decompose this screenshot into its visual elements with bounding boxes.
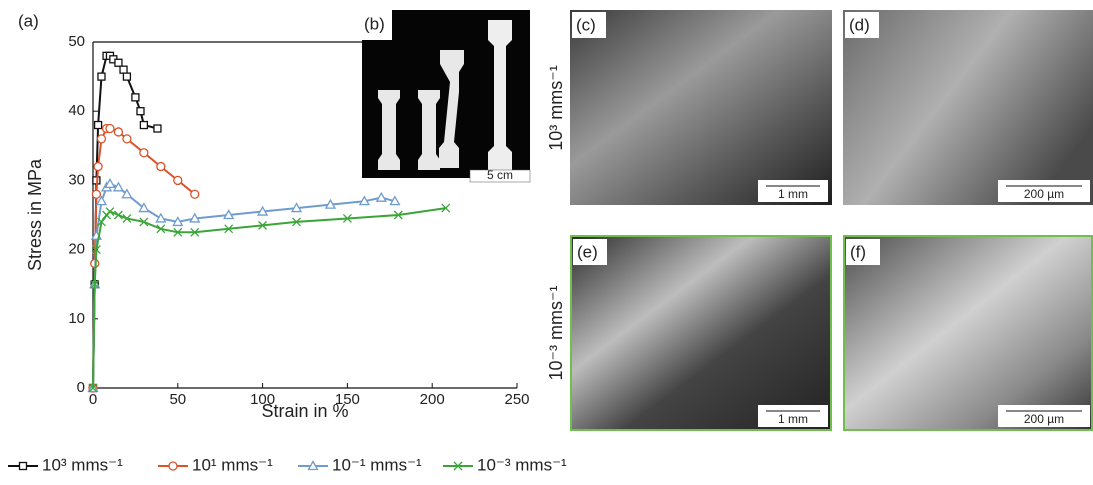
- marker: [156, 214, 165, 222]
- y-tick-label: 10: [68, 310, 85, 327]
- series: [89, 204, 450, 392]
- legend-label: 10¹ mms⁻¹: [192, 455, 273, 474]
- marker: [191, 190, 199, 198]
- sem-image: [843, 10, 1093, 205]
- panel-label: (f): [850, 242, 866, 261]
- series-line: [93, 129, 195, 389]
- marker: [123, 73, 130, 80]
- marker: [169, 462, 177, 470]
- panel-label: (b): [364, 14, 385, 33]
- legend-label: 10³ mms⁻¹: [42, 455, 123, 474]
- panel-label: (c): [576, 15, 596, 34]
- y-tick-label: 50: [68, 33, 85, 50]
- inset-photo: (b) 5 cm: [362, 10, 530, 182]
- marker: [95, 122, 102, 129]
- y-tick-label: 30: [68, 171, 85, 188]
- marker: [114, 128, 122, 136]
- series-line: [93, 208, 446, 388]
- figure: Strain in % Stress in MPa (a) 0501001502…: [0, 0, 1093, 485]
- marker: [123, 135, 131, 143]
- x-tick-label: 250: [504, 391, 529, 408]
- sem-image: [571, 236, 831, 430]
- marker: [174, 176, 182, 184]
- sem-images: (c) (d) (e) (f) 1 mm 200 µm 1 mm 200 µm …: [546, 10, 1093, 430]
- marker: [115, 59, 122, 66]
- marker: [140, 122, 147, 129]
- panel-label: (e): [577, 242, 598, 261]
- marker: [377, 193, 386, 201]
- marker: [97, 135, 105, 143]
- series: [89, 179, 400, 391]
- marker: [154, 125, 161, 132]
- y-axis-title: Stress in MPa: [25, 158, 45, 271]
- x-tick-label: 200: [420, 391, 445, 408]
- y-tick-label: 0: [77, 379, 85, 396]
- marker: [120, 66, 127, 73]
- scale-label: 200 µm: [1024, 187, 1064, 201]
- x-tick-label: 150: [335, 391, 360, 408]
- x-tick-label: 50: [169, 391, 186, 408]
- marker: [132, 94, 139, 101]
- marker: [114, 211, 122, 219]
- marker: [20, 463, 27, 470]
- marker: [92, 190, 100, 198]
- y-tick-label: 40: [68, 102, 85, 119]
- marker: [157, 163, 165, 171]
- marker: [140, 149, 148, 157]
- scale-label: 1 mm: [778, 187, 808, 201]
- marker: [106, 208, 114, 216]
- sem-image: [570, 10, 832, 205]
- legend-label: 10⁻¹ mms⁻¹: [332, 455, 422, 474]
- scale-label: 1 mm: [778, 412, 808, 426]
- legend: 10³ mms⁻¹ 10¹ mms⁻¹ 10⁻¹ mms⁻¹ 10⁻³ mms⁻¹: [8, 455, 567, 474]
- marker: [137, 108, 144, 115]
- panel-label: (d): [849, 15, 870, 34]
- panel-label: (a): [18, 11, 39, 30]
- x-tick-label: 100: [250, 391, 275, 408]
- marker: [106, 125, 114, 133]
- series-line: [93, 184, 395, 388]
- scale-label: 5 cm: [487, 168, 513, 182]
- series: [90, 52, 161, 391]
- x-tick-label: 0: [89, 391, 97, 408]
- row-label: 10⁻³ mms⁻¹: [546, 285, 566, 380]
- marker: [94, 163, 102, 171]
- y-tick-label: 20: [68, 241, 85, 258]
- sem-image: [844, 236, 1092, 430]
- row-label: 10³ mms⁻¹: [546, 65, 566, 151]
- scale-label: 200 µm: [1024, 412, 1064, 426]
- legend-label: 10⁻³ mms⁻¹: [477, 455, 567, 474]
- series: [89, 125, 199, 393]
- marker: [98, 73, 105, 80]
